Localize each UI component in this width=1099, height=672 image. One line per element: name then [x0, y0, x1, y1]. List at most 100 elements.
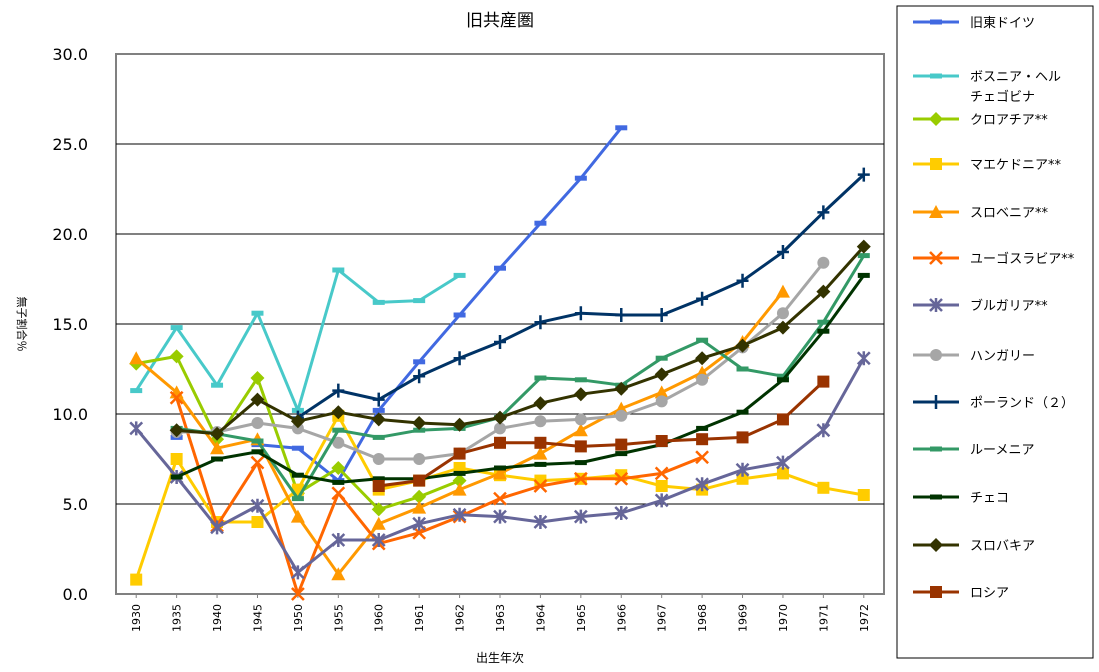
- data-point: [696, 433, 709, 446]
- data-point: [211, 382, 224, 388]
- legend-item: 旧東ドイツ: [913, 15, 1035, 31]
- data-point: [534, 220, 547, 226]
- data-point: [574, 306, 587, 321]
- data-point: [615, 451, 628, 457]
- data-point: [534, 461, 547, 467]
- y-tick-label: 15.0: [52, 315, 88, 334]
- series-12: [169, 239, 871, 441]
- legend-label: チェコ: [970, 491, 1009, 506]
- data-point: [372, 299, 385, 305]
- series-layer: [129, 125, 871, 601]
- data-point: [574, 377, 587, 383]
- data-point: [332, 427, 345, 433]
- legend-label: スロバキア: [970, 539, 1035, 554]
- data-point: [573, 509, 588, 524]
- x-tick-label: 1935: [171, 604, 184, 632]
- data-point: [332, 436, 345, 449]
- data-point: [654, 385, 669, 399]
- y-tick-label: 10.0: [52, 405, 88, 424]
- legend-label: ルーメニア: [970, 443, 1034, 458]
- data-point: [573, 471, 588, 486]
- data-point: [372, 392, 385, 407]
- legend-item: マエケドニア**: [913, 158, 1062, 173]
- data-point: [856, 239, 871, 254]
- legend-marker: [930, 395, 942, 409]
- data-point: [413, 369, 426, 384]
- data-point: [210, 520, 224, 535]
- data-point: [614, 381, 629, 396]
- data-point: [413, 427, 426, 433]
- legend-marker: [929, 251, 943, 265]
- data-point: [331, 405, 346, 420]
- data-point: [736, 472, 749, 485]
- data-point: [453, 470, 466, 476]
- data-point: [494, 465, 506, 471]
- data-point: [452, 507, 467, 522]
- data-point: [453, 351, 466, 366]
- data-point: [857, 272, 870, 278]
- data-point: [533, 479, 548, 493]
- legend-item: ポーランド（２）: [913, 395, 1074, 411]
- legend-marker: [930, 349, 942, 361]
- data-point: [857, 167, 870, 182]
- data-point: [169, 349, 184, 364]
- data-point: [371, 516, 386, 530]
- data-point: [736, 409, 749, 415]
- legend-marker: [929, 538, 943, 552]
- data-point: [776, 307, 789, 320]
- x-tick-label: 1965: [575, 604, 588, 632]
- data-point: [372, 480, 385, 492]
- data-point: [696, 373, 709, 386]
- data-point: [211, 456, 224, 462]
- data-point: [775, 284, 790, 298]
- data-point: [250, 392, 265, 407]
- data-point: [534, 315, 547, 330]
- data-point: [130, 573, 143, 586]
- legend-label: ボスニア・ヘルチェゴビナ: [970, 70, 1061, 105]
- data-point: [817, 256, 830, 269]
- legend-marker: [930, 19, 942, 25]
- data-point: [615, 125, 628, 131]
- data-point: [494, 265, 506, 271]
- x-tick-label: 1966: [615, 604, 628, 632]
- data-point: [251, 417, 264, 429]
- data-point: [412, 416, 427, 430]
- data-point: [574, 460, 587, 466]
- data-point: [493, 410, 507, 425]
- data-point: [696, 337, 709, 343]
- x-tick-label: 1968: [696, 604, 709, 632]
- legend-marker: [930, 73, 942, 79]
- data-point: [250, 455, 265, 470]
- data-point: [695, 450, 709, 465]
- data-point: [695, 477, 709, 492]
- series-7: [129, 351, 871, 580]
- chart-title: 旧共産圏: [466, 11, 534, 31]
- data-point: [290, 414, 305, 429]
- data-point: [291, 496, 304, 502]
- x-tick-label: 1940: [211, 604, 224, 632]
- legend-label: ブルガリア**: [970, 298, 1048, 314]
- data-point: [817, 319, 830, 325]
- legend-item: ロシア: [913, 586, 1009, 601]
- data-point: [453, 447, 466, 460]
- x-tick-label: 1970: [777, 604, 790, 632]
- data-point: [856, 351, 871, 366]
- legend-label: スロベニア**: [970, 206, 1049, 221]
- legend-item: ルーメニア: [913, 443, 1034, 458]
- data-point: [251, 449, 264, 455]
- data-point: [574, 440, 587, 453]
- data-point: [413, 298, 426, 304]
- data-point: [655, 395, 668, 408]
- data-point: [817, 481, 830, 494]
- data-point: [736, 273, 749, 288]
- legend-label: 旧東ドイツ: [970, 15, 1035, 31]
- legend-label: ポーランド（２）: [970, 396, 1074, 411]
- legend-item: チェコ: [913, 491, 1009, 506]
- data-point: [655, 480, 668, 492]
- series-line: [176, 245, 865, 436]
- data-point: [776, 245, 789, 259]
- y-tick-label: 0.0: [63, 585, 88, 604]
- data-point: [533, 446, 548, 460]
